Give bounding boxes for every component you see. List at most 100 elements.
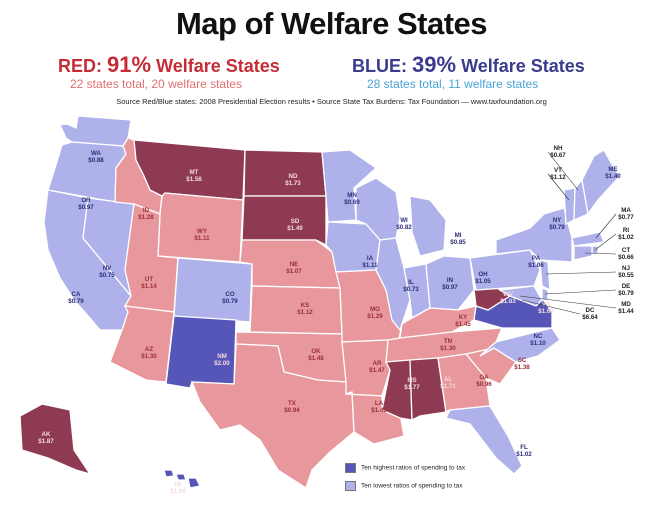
state-nd[interactable] [243, 149, 327, 197]
state-code-nc: NC [534, 333, 543, 340]
state-value-az: $1.30 [141, 353, 157, 360]
state-value-ky: $1.45 [455, 321, 471, 328]
state-value-il: $0.73 [403, 286, 419, 293]
state-code-ky: KY [459, 314, 468, 321]
state-value-fl: $1.02 [516, 451, 532, 458]
state-code-al: AL [444, 376, 452, 383]
state-value-wi: $0.82 [396, 224, 412, 231]
legend-top: Ten highest ratios of spending to tax [345, 463, 465, 473]
leader-line-vt [547, 173, 570, 201]
state-ny[interactable] [495, 207, 573, 263]
red-heading: RED: 91% Welfare States [58, 52, 280, 78]
red-label: RED: [58, 56, 102, 76]
state-code-mt: MT [190, 169, 199, 176]
state-value-tx: $0.94 [284, 407, 300, 414]
state-wa[interactable] [59, 115, 132, 147]
state-code-tn: TN [444, 338, 453, 345]
state-value-ks: $1.12 [297, 309, 313, 316]
state-code-co: CO [225, 291, 234, 298]
state-labels: WA$0.88OR$0.97CA$0.79NV$0.75ID$1.28MT$1.… [38, 145, 634, 495]
state-code-sd: SD [291, 218, 300, 225]
state-vt[interactable] [563, 187, 576, 226]
state-code-hi: HI [175, 481, 181, 488]
state-ma[interactable] [571, 231, 605, 247]
state-code-la: LA [375, 400, 384, 407]
state-value-ut: $1.14 [141, 283, 157, 290]
state-nj[interactable] [539, 259, 551, 292]
state-code-ct: CT [622, 247, 630, 254]
state-code-il: IL [408, 279, 414, 286]
blue-label: BLUE: [352, 56, 407, 76]
state-la[interactable] [345, 391, 405, 445]
state-code-ca: CA [72, 291, 81, 298]
state-value-mi: $0.85 [450, 239, 466, 246]
blue-suffix: Welfare States [461, 56, 585, 76]
state-code-ak: AK [42, 431, 51, 438]
blue-percentage: 39% [412, 52, 457, 77]
state-value-ok: $1.48 [308, 355, 324, 362]
state-code-id: ID [143, 207, 150, 214]
red-subtitle: 22 states total, 20 welfare states [70, 77, 243, 91]
state-code-nv: NV [103, 265, 112, 272]
state-value-ak: $1.87 [38, 438, 54, 445]
state-mi[interactable] [409, 195, 447, 257]
leader-line-dc [521, 299, 581, 315]
state-fl[interactable] [445, 405, 523, 475]
state-value-ma: $0.77 [618, 214, 634, 221]
state-code-wa: WA [91, 150, 101, 157]
leader-line-nh [547, 151, 579, 191]
state-ks[interactable] [249, 285, 343, 335]
state-value-co: $0.79 [222, 298, 238, 305]
state-value-ar: $1.47 [369, 367, 385, 374]
state-value-mn: $0.69 [344, 199, 360, 206]
state-code-nd: ND [289, 173, 298, 180]
leader-line-ct [584, 252, 617, 255]
state-nc[interactable] [479, 327, 561, 363]
state-il[interactable] [375, 237, 411, 332]
state-code-ok: OK [311, 348, 321, 355]
state-nm[interactable] [165, 315, 237, 389]
blue-heading: BLUE: 39% Welfare States [352, 52, 585, 78]
state-value-ct: $0.66 [618, 254, 634, 261]
state-code-ut: UT [145, 276, 153, 283]
state-al[interactable] [409, 357, 447, 422]
state-value-ri: $1.02 [618, 234, 634, 241]
state-value-md: $1.44 [618, 308, 634, 315]
state-hi[interactable] [163, 469, 201, 489]
state-code-de: DE [622, 283, 631, 290]
state-code-ms: MS [407, 377, 416, 384]
state-code-in: IN [447, 277, 454, 284]
state-code-or: OR [81, 197, 91, 204]
state-ct[interactable] [573, 245, 593, 261]
state-value-tn: $1.30 [440, 345, 456, 352]
state-code-dc: DC [586, 307, 595, 314]
state-code-md: MD [621, 301, 631, 308]
state-me[interactable] [581, 149, 621, 216]
state-code-mn: MN [347, 192, 357, 199]
state-value-nj: $0.55 [618, 272, 634, 279]
state-code-ks: KS [301, 302, 310, 309]
state-code-nh: NH [554, 145, 563, 152]
state-ak[interactable] [19, 403, 92, 476]
state-value-hi: $1.60 [170, 488, 186, 495]
state-tx[interactable] [191, 343, 355, 489]
legend-top-label: Ten highest ratios of spending to tax [361, 464, 466, 472]
state-value-la: $1.45 [371, 407, 387, 414]
state-mn[interactable] [321, 149, 378, 223]
state-value-nd: $1.73 [285, 180, 301, 187]
state-code-wy: WY [197, 228, 208, 235]
state-code-ma: MA [621, 207, 631, 214]
state-code-ri: RI [623, 227, 629, 234]
state-value-oh: $1.05 [475, 278, 491, 285]
state-code-wi: WI [400, 217, 408, 224]
state-co[interactable] [173, 257, 253, 323]
state-code-vt: VT [554, 167, 562, 174]
state-sd[interactable] [241, 195, 327, 247]
state-value-nm: $2.00 [214, 360, 230, 367]
state-code-ne: NE [290, 261, 299, 268]
state-value-wa: $0.88 [88, 157, 104, 164]
state-code-mo: MO [370, 306, 380, 313]
state-code-ia: IA [367, 255, 374, 262]
state-value-sd: $1.49 [287, 225, 303, 232]
